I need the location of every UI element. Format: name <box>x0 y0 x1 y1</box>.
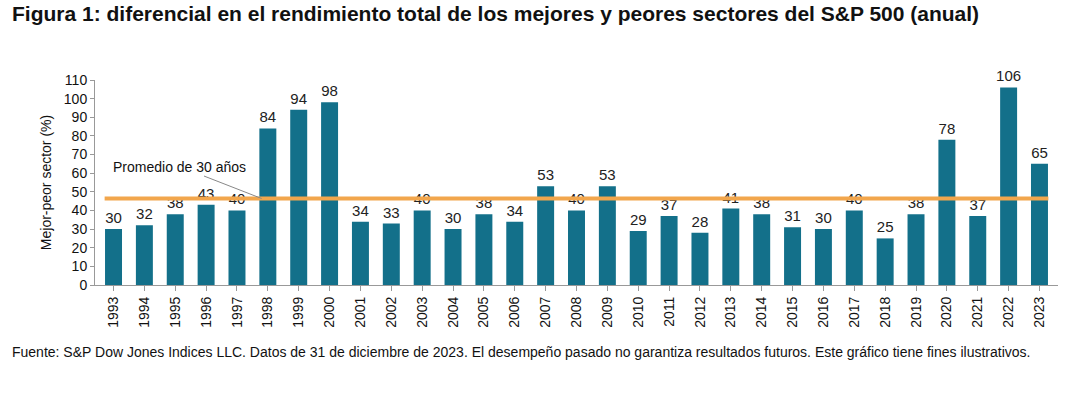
svg-text:84: 84 <box>260 108 277 125</box>
svg-text:70: 70 <box>72 146 88 162</box>
svg-text:2000: 2000 <box>321 296 337 327</box>
svg-text:110: 110 <box>65 72 88 88</box>
svg-text:43: 43 <box>198 185 215 202</box>
svg-text:1994: 1994 <box>136 296 152 327</box>
html-text:Figura 1: diferencial en el re: Figura 1: diferencial en el rendimiento … <box>12 2 980 25</box>
svg-text:30: 30 <box>72 221 88 237</box>
svg-text:34: 34 <box>352 202 369 219</box>
svg-text:Mejor-peor sector (%): Mejor-peor sector (%) <box>38 115 54 250</box>
svg-text:2016: 2016 <box>815 296 831 327</box>
svg-text:30: 30 <box>815 209 832 226</box>
svg-text:2001: 2001 <box>352 296 368 327</box>
svg-text:2003: 2003 <box>414 296 430 327</box>
svg-text:2012: 2012 <box>692 296 708 327</box>
svg-text:2008: 2008 <box>568 296 584 327</box>
svg-text:80: 80 <box>72 128 88 144</box>
svg-text:40: 40 <box>229 190 246 207</box>
svg-text:1996: 1996 <box>198 296 214 327</box>
svg-text:65: 65 <box>1031 144 1048 161</box>
svg-text:38: 38 <box>476 194 493 211</box>
svg-text:38: 38 <box>753 194 770 211</box>
svg-text:106: 106 <box>996 67 1021 84</box>
svg-text:37: 37 <box>661 196 678 213</box>
svg-text:38: 38 <box>908 194 925 211</box>
svg-text:100: 100 <box>64 91 88 107</box>
svg-text:1998: 1998 <box>259 296 275 327</box>
svg-text:37: 37 <box>969 196 986 213</box>
svg-text:2019: 2019 <box>908 296 924 327</box>
svg-text:40: 40 <box>414 190 431 207</box>
svg-text:2020: 2020 <box>938 296 954 327</box>
svg-text:30: 30 <box>105 209 122 226</box>
svg-text:33: 33 <box>383 204 400 221</box>
svg-text:41: 41 <box>722 189 739 206</box>
svg-text:2010: 2010 <box>630 296 646 327</box>
svg-text:31: 31 <box>784 207 801 224</box>
svg-text:10: 10 <box>72 258 88 274</box>
svg-text:50: 50 <box>72 184 88 200</box>
svg-text:2009: 2009 <box>599 296 615 327</box>
svg-text:2007: 2007 <box>537 296 553 327</box>
svg-text:1997: 1997 <box>229 296 245 327</box>
svg-text:2006: 2006 <box>506 296 522 327</box>
svg-text:1999: 1999 <box>290 296 306 327</box>
svg-text:20: 20 <box>72 240 88 256</box>
html-text:Fuente: S&P Dow Jones Indices: Fuente: S&P Dow Jones Indices LLC. Datos… <box>12 344 1031 360</box>
svg-text:2013: 2013 <box>722 296 738 327</box>
svg-text:2005: 2005 <box>475 296 491 327</box>
svg-text:2014: 2014 <box>753 296 769 327</box>
svg-text:2021: 2021 <box>969 296 985 327</box>
svg-text:2002: 2002 <box>383 296 399 327</box>
svg-text:2011: 2011 <box>661 296 677 326</box>
svg-text:60: 60 <box>72 165 88 181</box>
svg-text:2017: 2017 <box>846 296 862 327</box>
svg-text:2015: 2015 <box>784 296 800 327</box>
svg-text:78: 78 <box>939 120 956 137</box>
svg-text:94: 94 <box>290 90 307 107</box>
svg-text:40: 40 <box>72 202 88 218</box>
svg-text:1993: 1993 <box>105 296 121 327</box>
svg-text:25: 25 <box>877 218 894 235</box>
svg-text:0: 0 <box>79 277 87 293</box>
svg-text:38: 38 <box>167 194 184 211</box>
svg-text:29: 29 <box>630 211 647 228</box>
svg-text:53: 53 <box>599 166 616 183</box>
svg-text:40: 40 <box>568 190 585 207</box>
svg-text:34: 34 <box>506 202 523 219</box>
svg-text:2018: 2018 <box>877 296 893 327</box>
svg-text:2004: 2004 <box>445 296 461 327</box>
svg-text:30: 30 <box>445 209 462 226</box>
svg-text:53: 53 <box>537 166 554 183</box>
svg-text:1995: 1995 <box>167 296 183 327</box>
svg-text:32: 32 <box>136 205 153 222</box>
svg-text:2022: 2022 <box>1000 296 1016 327</box>
svg-text:40: 40 <box>846 190 863 207</box>
svg-text:90: 90 <box>72 109 88 125</box>
svg-text:28: 28 <box>692 213 709 230</box>
svg-text:Promedio de 30 años: Promedio de 30 años <box>113 159 246 175</box>
svg-text:98: 98 <box>321 82 338 99</box>
svg-text:2023: 2023 <box>1031 296 1047 327</box>
